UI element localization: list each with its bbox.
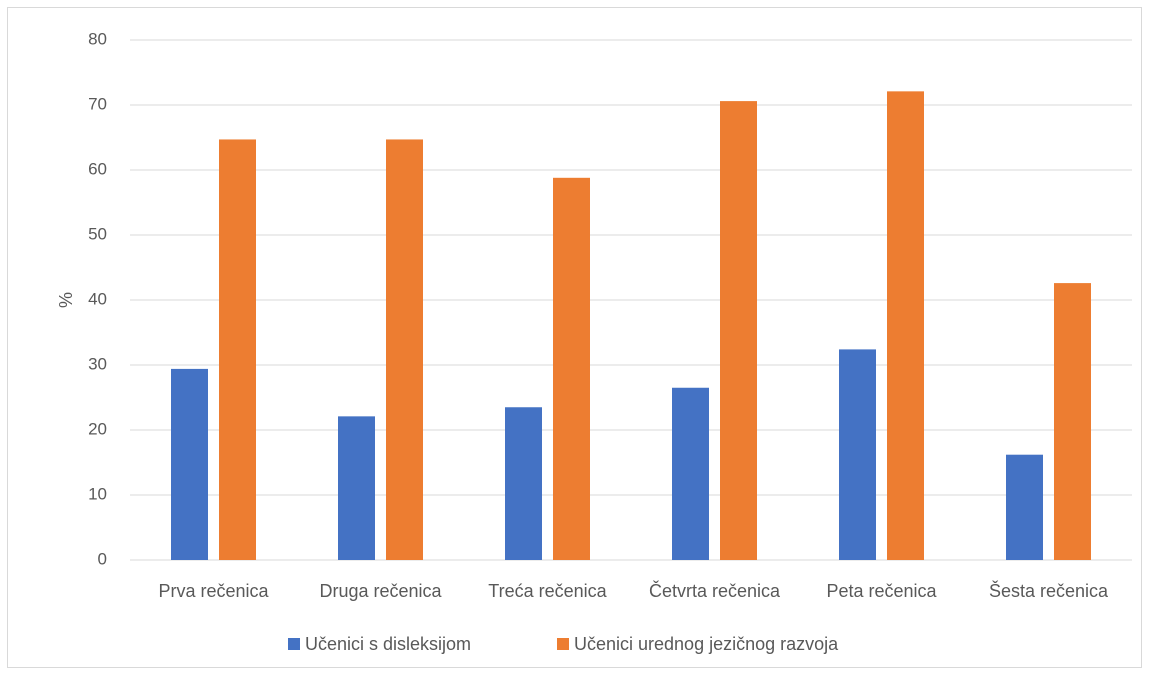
- y-tick-label: 80: [88, 29, 107, 48]
- legend: Učenici s disleksijom Učenici urednog jez…: [288, 634, 839, 654]
- x-category-label: Treća rečenica: [488, 581, 607, 601]
- bar-dyslexia-3: [505, 407, 542, 560]
- y-tick-label: 40: [88, 289, 107, 308]
- x-category-label: Prva rečenica: [158, 581, 269, 601]
- y-axis-label: %: [56, 292, 76, 308]
- bar-dyslexia-1: [171, 368, 208, 560]
- x-category-label: Peta rečenica: [826, 581, 937, 601]
- x-axis-categories: Prva rečenica Druga rečenica Treća rečenic…: [158, 580, 1109, 601]
- bar-typical-2: [386, 139, 423, 560]
- x-category-label: Šesta rečenica: [989, 580, 1109, 601]
- bar-dyslexia-6: [1006, 454, 1043, 560]
- legend-label-typical: Učenici urednog jezičnog razvoja: [574, 634, 839, 654]
- x-category-label: Četvrta rečenica: [649, 580, 781, 601]
- bar-typical-1: [219, 139, 256, 560]
- bar-dyslexia-2: [338, 416, 375, 560]
- y-tick-label: 30: [88, 354, 107, 373]
- bar-dyslexia-4: [672, 387, 709, 560]
- legend-label-dyslexia: Učenici s disleksijom: [305, 634, 471, 654]
- bar-dyslexia-5: [839, 349, 876, 560]
- gridlines: [130, 39, 1132, 561]
- bar-typical-3: [553, 177, 590, 561]
- x-category-label: Druga rečenica: [319, 581, 442, 601]
- y-tick-label: 10: [88, 484, 107, 503]
- chart-frame: [7, 7, 1142, 668]
- y-tick-label: 60: [88, 159, 107, 178]
- y-tick-label: 70: [88, 94, 107, 113]
- y-axis-ticks: 0 10 20 30 40 50 60 70 80: [88, 29, 107, 568]
- bar-typical-4: [720, 101, 757, 560]
- legend-swatch-typical: [557, 638, 569, 650]
- bar-typical-5: [887, 91, 924, 560]
- y-tick-label: 0: [98, 549, 107, 568]
- y-tick-label: 20: [88, 419, 107, 438]
- bars: [171, 91, 1091, 561]
- legend-swatch-dyslexia: [288, 638, 300, 650]
- bar-typical-6: [1054, 283, 1091, 560]
- y-tick-label: 50: [88, 224, 107, 243]
